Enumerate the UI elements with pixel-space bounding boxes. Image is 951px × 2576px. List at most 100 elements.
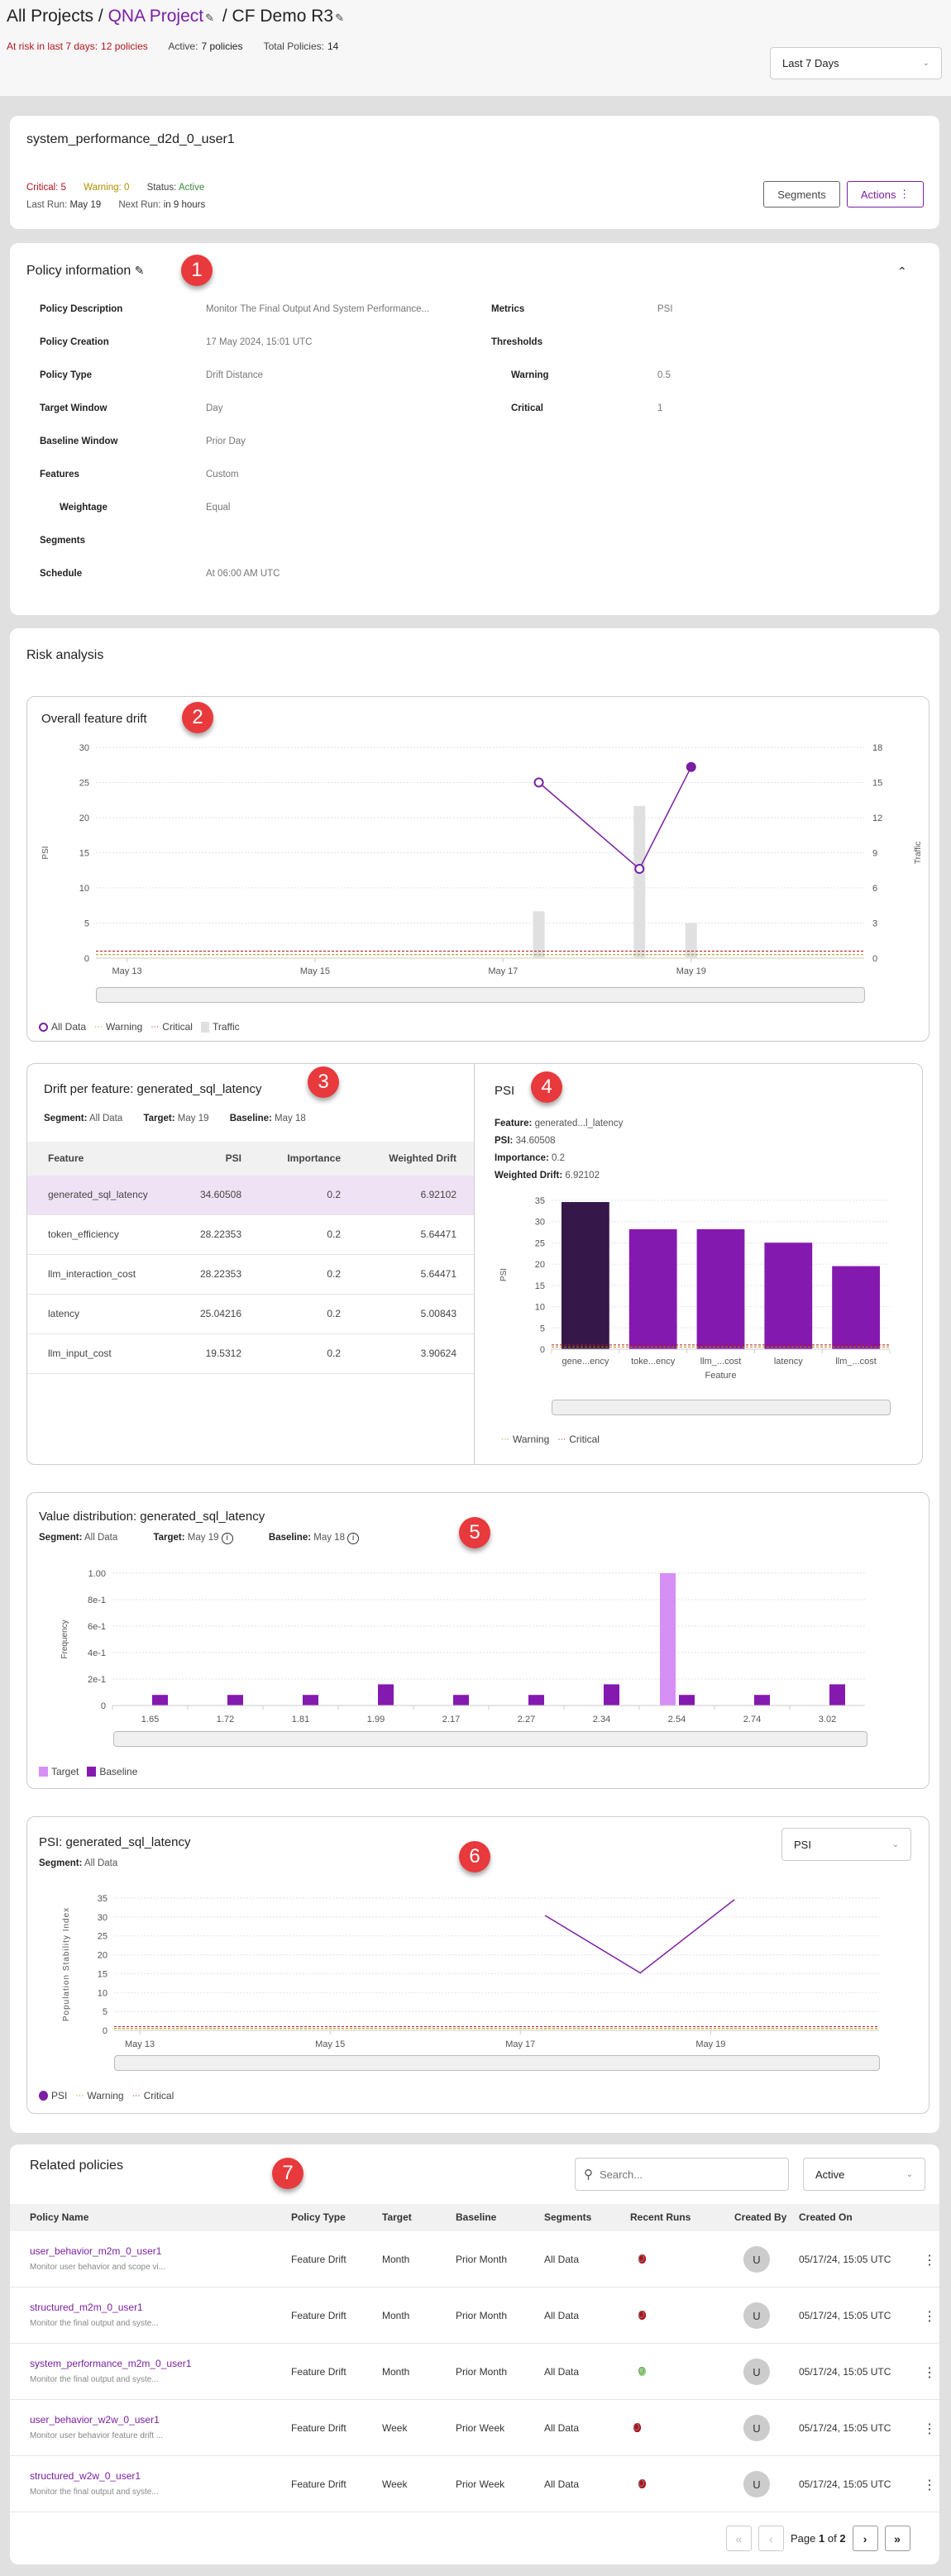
table-row[interactable]: user_behavior_m2m_0_user1 Monitor user be…: [10, 2231, 939, 2287]
value-distribution-meta: Segment: All Data Target: May 19 i Basel…: [39, 1533, 360, 1544]
avatar: U: [743, 2415, 770, 2441]
policy-name-link[interactable]: system_performance_m2m_0_user1: [30, 2358, 192, 2369]
legend-critical[interactable]: ⋯ Critical: [151, 1021, 193, 1033]
y2-tick-label: 15: [872, 779, 882, 789]
breadcrumb-all-projects[interactable]: All Projects: [7, 7, 94, 26]
legend-all-data[interactable]: All Data: [39, 1021, 86, 1033]
run-status-dot-pending: [638, 2254, 644, 2262]
column-header: Feature: [48, 1152, 84, 1164]
last-run-label: Last Run:: [26, 200, 68, 210]
legend-warning[interactable]: ⋯ Warning: [75, 2090, 123, 2101]
prev-page-button[interactable]: ‹: [758, 2526, 784, 2551]
breadcrumb: All Projects / QNA Project ✎ / CF Demo R3…: [7, 7, 347, 26]
table-row[interactable]: user_behavior_w2w_0_user1 Monitor user be…: [10, 2400, 939, 2456]
policy-description: Monitor user behavior and scope vi...: [30, 2263, 165, 2272]
policy-segments: All Data: [544, 2366, 580, 2378]
table-cell: 0.2: [327, 1228, 341, 1240]
info-icon[interactable]: i: [347, 1533, 360, 1544]
table-row[interactable]: structured_m2m_0_user1 Monitor the final …: [10, 2287, 939, 2344]
actions-button[interactable]: Actions ⋮: [847, 181, 924, 208]
legend-baseline[interactable]: Baseline: [87, 1766, 137, 1777]
psi-bar: [696, 1228, 745, 1349]
edit-icon[interactable]: ✎: [134, 264, 145, 277]
bar-swatch-icon: [39, 1767, 48, 1777]
legend-critical[interactable]: ⋯ Critical: [132, 2090, 174, 2101]
policy-name-link[interactable]: user_behavior_m2m_0_user1: [30, 2245, 162, 2257]
edit-icon[interactable]: ✎: [205, 12, 215, 24]
column-header: Created On: [799, 2211, 853, 2223]
more-vertical-icon[interactable]: ⋮: [923, 2310, 936, 2324]
status-label: Status:: [146, 183, 177, 193]
target-value: May 19: [187, 1533, 219, 1543]
legend-psi[interactable]: PSI: [39, 2090, 67, 2101]
more-vertical-icon[interactable]: ⋮: [923, 2366, 936, 2380]
search-field[interactable]: ⚲: [575, 2158, 789, 2191]
y-tick-label: 10: [98, 1988, 108, 1998]
breadcrumb-project[interactable]: QNA Project: [108, 7, 204, 26]
baseline-bar: [604, 1684, 619, 1705]
y-tick-label: 6e-1: [88, 1622, 106, 1632]
next-page-button[interactable]: ›: [852, 2526, 878, 2551]
first-page-button[interactable]: «: [726, 2526, 752, 2551]
created-on: 05/17/24, 15:05 UTC: [799, 2478, 891, 2490]
more-vertical-icon[interactable]: ⋮: [923, 2478, 936, 2493]
drift-table-header: Feature PSI Importance Weighted Drift: [27, 1142, 474, 1176]
y-tick-label: 25: [79, 779, 89, 789]
more-vertical-icon: ⋮: [899, 188, 910, 200]
segments-button[interactable]: Segments: [763, 181, 840, 208]
y-tick-label: 0: [84, 954, 89, 964]
page-of: of: [827, 2532, 837, 2545]
table-cell: llm_interaction_cost: [48, 1268, 136, 1280]
date-range-select[interactable]: Last 7 Days ⌄: [770, 47, 942, 79]
y-tick-label: 20: [535, 1260, 545, 1270]
more-vertical-icon[interactable]: ⋮: [923, 2422, 936, 2436]
table-row[interactable]: llm_interaction_cost 28.22353 0.2 5.64471: [27, 1255, 474, 1295]
total-label: Total Policies:: [263, 41, 324, 52]
dashed-line-icon: ⋯: [94, 1022, 103, 1032]
traffic-bar: [633, 805, 646, 958]
zoom-slider[interactable]: [96, 987, 865, 1003]
table-row[interactable]: structured_w2w_0_user1 Monitor the final …: [10, 2456, 939, 2512]
legend-traffic[interactable]: Traffic: [200, 1021, 240, 1033]
segment-label: Segment:: [39, 1533, 83, 1543]
zoom-slider[interactable]: [113, 1731, 867, 1747]
policy-name-link[interactable]: structured_m2m_0_user1: [30, 2302, 143, 2313]
chevron-up-icon[interactable]: ⌃: [897, 265, 907, 278]
legend-warning[interactable]: ⋯ Warning: [94, 1021, 142, 1033]
y2-tick-label: 6: [872, 884, 877, 894]
data-point: [634, 864, 645, 875]
legend-target[interactable]: Target: [39, 1766, 79, 1777]
column-header: Baseline: [456, 2211, 497, 2223]
table-row[interactable]: generated_sql_latency 34.60508 0.2 6.92102: [27, 1176, 474, 1215]
baseline-label: Baseline:: [229, 1114, 272, 1123]
y-tick-label: 10: [535, 1303, 545, 1313]
created-on: 05/17/24, 15:05 UTC: [799, 2254, 891, 2265]
x-tick-label: May 17: [488, 966, 518, 976]
zoom-slider[interactable]: [552, 1400, 891, 1415]
y-tick-label: 8e-1: [88, 1596, 106, 1605]
legend-warning[interactable]: ⋯ Warning: [501, 1433, 549, 1445]
search-input[interactable]: [600, 2168, 765, 2181]
zoom-slider[interactable]: [114, 2055, 880, 2071]
table-row[interactable]: system_performance_m2m_0_user1 Monitor th…: [10, 2344, 939, 2400]
policy-name-link[interactable]: user_behavior_w2w_0_user1: [30, 2414, 160, 2426]
y-tick-label: 1.00: [88, 1569, 106, 1579]
y2-tick-label: 0: [872, 954, 877, 964]
more-vertical-icon[interactable]: ⋮: [923, 2254, 936, 2268]
edit-icon[interactable]: ✎: [335, 12, 344, 24]
metric-select[interactable]: PSI ⌄: [781, 1828, 911, 1861]
table-cell: 3.90624: [420, 1348, 456, 1359]
run-status-dot-pending: [638, 2479, 644, 2487]
y-tick-label: 5: [103, 2007, 108, 2017]
policy-name-link[interactable]: structured_w2w_0_user1: [30, 2470, 141, 2482]
table-row[interactable]: llm_input_cost 19.5312 0.2 3.90624: [27, 1334, 474, 1374]
legend-critical[interactable]: ⋯ Critical: [557, 1433, 600, 1445]
policy-summary-card: system_performance_d2d_0_user1 Critical:…: [10, 116, 939, 229]
status-filter-select[interactable]: Active ⌄: [803, 2158, 925, 2191]
info-icon[interactable]: i: [221, 1533, 233, 1544]
policy-target: Week: [382, 2422, 408, 2434]
last-page-button[interactable]: »: [884, 2526, 910, 2551]
table-row[interactable]: latency 25.04216 0.2 5.00843: [27, 1295, 474, 1334]
breadcrumb-separator: /: [98, 7, 103, 26]
table-row[interactable]: token_efficiency 28.22353 0.2 5.64471: [27, 1215, 474, 1255]
